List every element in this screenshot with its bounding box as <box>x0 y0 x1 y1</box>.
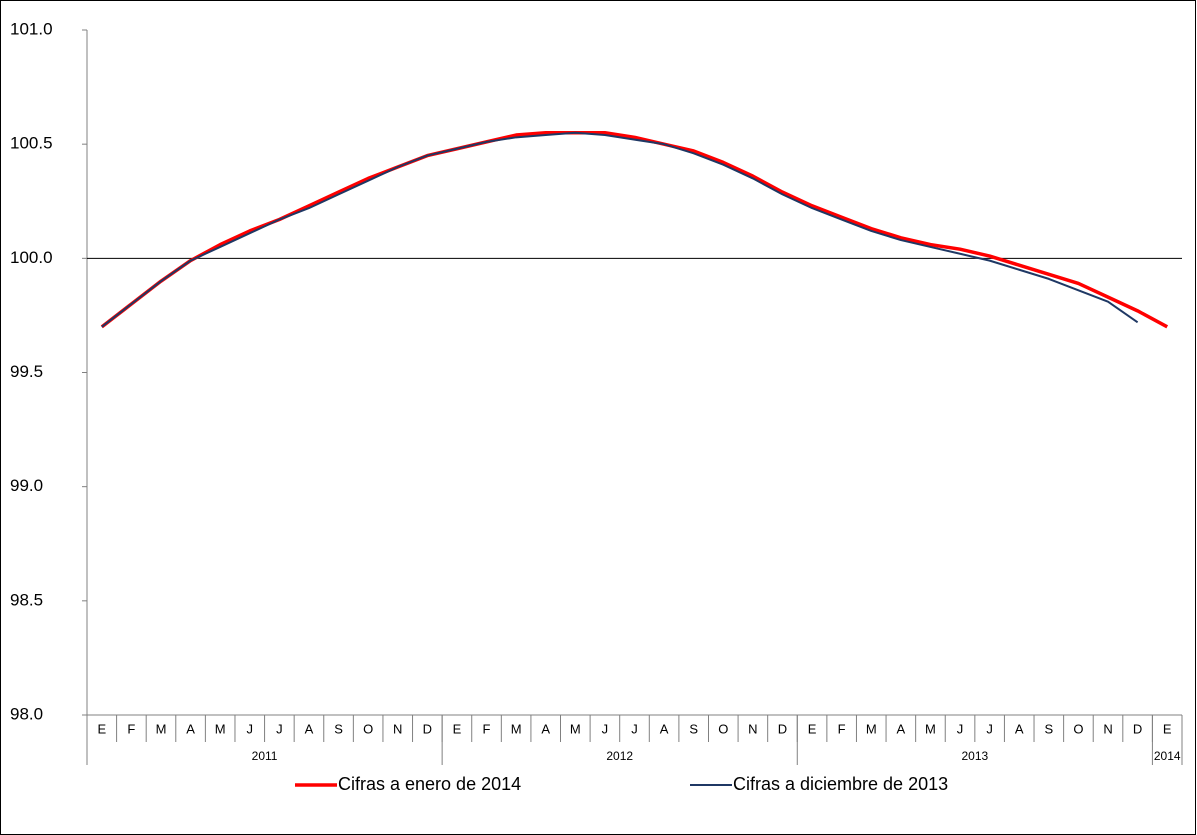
x-tick-label: A <box>660 721 669 736</box>
x-tick-label: A <box>897 721 906 736</box>
x-tick-label: A <box>1015 721 1024 736</box>
year-label: 2013 <box>961 749 988 763</box>
x-tick-label: F <box>838 721 846 736</box>
x-tick-label: D <box>778 721 787 736</box>
x-tick-label: E <box>1163 721 1172 736</box>
y-tick-label: 100.0 <box>10 248 53 267</box>
year-label: 2014 <box>1154 749 1181 763</box>
x-tick-label: M <box>866 721 877 736</box>
x-tick-label: O <box>718 721 728 736</box>
y-tick-label: 98.0 <box>10 704 43 723</box>
x-tick-label: M <box>925 721 936 736</box>
x-tick-label: A <box>305 721 314 736</box>
x-tick-label: J <box>247 721 254 736</box>
x-tick-label: D <box>1133 721 1142 736</box>
x-tick-label: S <box>689 721 698 736</box>
x-tick-label: J <box>957 721 964 736</box>
series-line <box>101 131 1139 328</box>
x-tick-label: M <box>215 721 226 736</box>
y-tick-label: 99.0 <box>10 476 43 495</box>
x-tick-label: M <box>570 721 581 736</box>
y-tick-label: 100.5 <box>10 134 53 153</box>
x-tick-label: J <box>631 721 638 736</box>
x-tick-label: J <box>276 721 283 736</box>
x-tick-label: M <box>511 721 522 736</box>
x-tick-label: A <box>186 721 195 736</box>
x-tick-label: J <box>602 721 609 736</box>
legend-label: Cifras a enero de 2014 <box>338 774 521 794</box>
x-tick-label: O <box>1073 721 1083 736</box>
y-tick-label: 101.0 <box>10 19 53 38</box>
x-tick-label: J <box>986 721 993 736</box>
x-tick-label: F <box>127 721 135 736</box>
x-tick-label: E <box>453 721 462 736</box>
x-tick-label: N <box>748 721 757 736</box>
x-tick-label: N <box>1103 721 1112 736</box>
x-tick-label: N <box>393 721 402 736</box>
x-tick-label: E <box>808 721 817 736</box>
x-tick-label: A <box>541 721 550 736</box>
x-tick-label: E <box>97 721 106 736</box>
x-tick-label: S <box>334 721 343 736</box>
x-tick-label: M <box>156 721 167 736</box>
x-tick-label: S <box>1044 721 1053 736</box>
y-tick-label: 99.5 <box>10 362 43 381</box>
year-label: 2012 <box>606 749 633 763</box>
year-label: 2011 <box>252 749 278 763</box>
legend-label: Cifras a diciembre de 2013 <box>733 774 948 794</box>
x-tick-label: O <box>363 721 373 736</box>
x-tick-label: F <box>483 721 491 736</box>
x-tick-label: D <box>423 721 432 736</box>
y-tick-label: 98.5 <box>10 590 43 609</box>
